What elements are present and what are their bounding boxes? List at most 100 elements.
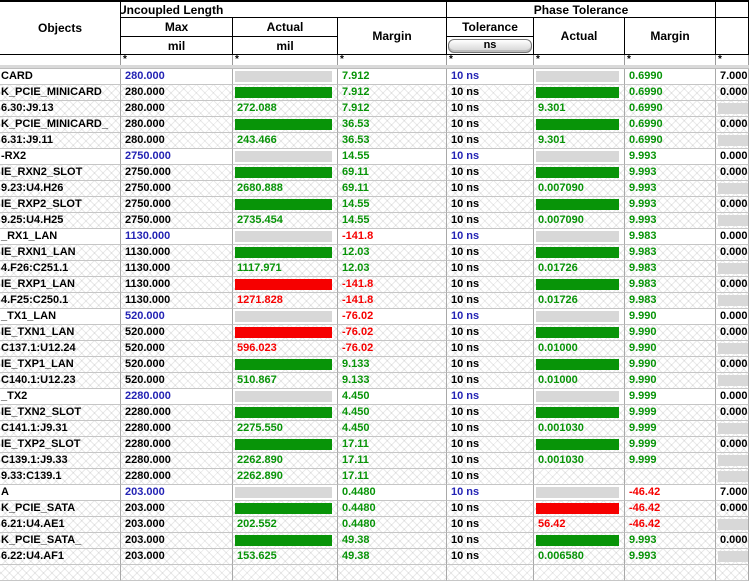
objects-filter-cell[interactable] xyxy=(0,55,121,65)
max-cell[interactable]: 1130.000 xyxy=(121,229,233,245)
tolerance-cell[interactable]: 10 ns xyxy=(447,133,534,149)
objects-cell[interactable]: IE_RXP1_LAN xyxy=(0,277,121,293)
max-cell[interactable]: 2280.000 xyxy=(121,453,233,469)
max-cell[interactable]: 1130.000 xyxy=(121,245,233,261)
objects-cell[interactable]: C140.1:U12.23 xyxy=(0,373,121,389)
tolerance-cell[interactable]: 10 ns xyxy=(447,181,534,197)
tolerance-cell[interactable]: 10 ns xyxy=(447,309,534,325)
phase-margin-filter-cell[interactable]: * xyxy=(625,55,716,65)
margin-filter-cell[interactable]: * xyxy=(338,55,447,65)
tolerance-cell[interactable]: 10 ns xyxy=(447,373,534,389)
max-cell[interactable]: 2750.000 xyxy=(121,213,233,229)
tolerance-cell[interactable]: 10 ns xyxy=(447,453,534,469)
max-cell[interactable]: 280.000 xyxy=(121,69,233,85)
objects-cell[interactable]: 9.23:U4.H26 xyxy=(0,181,121,197)
tolerance-cell[interactable]: 10 ns xyxy=(447,325,534,341)
tolerance-cell[interactable]: 10 ns xyxy=(447,117,534,133)
max-cell[interactable]: 203.000 xyxy=(121,517,233,533)
phase-actual-filter-cell[interactable]: * xyxy=(534,55,625,65)
tolerance-cell[interactable]: 10 ns xyxy=(447,341,534,357)
tolerance-cell[interactable]: 10 ns xyxy=(447,485,534,501)
objects-cell[interactable]: 6.21:U4.AE1 xyxy=(0,517,121,533)
objects-cell[interactable]: IE_TXP1_LAN xyxy=(0,357,121,373)
tolerance-cell[interactable]: 10 ns xyxy=(447,293,534,309)
objects-cell[interactable]: _TX1_LAN xyxy=(0,309,121,325)
tolerance-cell[interactable]: 10 ns xyxy=(447,149,534,165)
max-cell[interactable]: 520.000 xyxy=(121,373,233,389)
objects-cell[interactable]: IE_RXN1_LAN xyxy=(0,245,121,261)
tolerance-cell[interactable]: 10 ns xyxy=(447,437,534,453)
max-cell[interactable]: 280.000 xyxy=(121,101,233,117)
objects-cell[interactable]: K_PCIE_SATA xyxy=(0,501,121,517)
max-cell[interactable]: 2280.000 xyxy=(121,469,233,485)
max-cell[interactable]: 520.000 xyxy=(121,341,233,357)
max-cell[interactable]: 2750.000 xyxy=(121,149,233,165)
tolerance-cell[interactable]: 10 ns xyxy=(447,69,534,85)
objects-cell[interactable]: CARD xyxy=(0,69,121,85)
objects-cell[interactable]: 4.F25:C250.1 xyxy=(0,293,121,309)
max-cell[interactable]: 1130.000 xyxy=(121,277,233,293)
tolerance-cell[interactable]: 10 ns xyxy=(447,197,534,213)
max-cell[interactable]: 280.000 xyxy=(121,117,233,133)
objects-cell[interactable]: _TX2 xyxy=(0,389,121,405)
objects-cell[interactable]: IE_TXP2_SLOT xyxy=(0,437,121,453)
objects-cell[interactable]: 4.F26:C251.1 xyxy=(0,261,121,277)
max-cell[interactable]: 2280.000 xyxy=(121,421,233,437)
tolerance-cell[interactable]: 10 ns xyxy=(447,261,534,277)
objects-cell[interactable]: 9.33:C139.1 xyxy=(0,469,121,485)
objects-cell[interactable]: _RX1_LAN xyxy=(0,229,121,245)
objects-cell[interactable]: C137.1:U12.24 xyxy=(0,341,121,357)
objects-cell[interactable]: 9.25:U4.H25 xyxy=(0,213,121,229)
clipped-filter-cell[interactable]: * xyxy=(716,55,749,65)
objects-cell[interactable]: 6.22:U4.AF1 xyxy=(0,549,121,565)
objects-cell[interactable]: K_PCIE_SATA_ xyxy=(0,533,121,549)
max-cell[interactable]: 2280.000 xyxy=(121,405,233,421)
objects-cell[interactable]: IE_TXN1_LAN xyxy=(0,325,121,341)
max-cell[interactable]: 2750.000 xyxy=(121,165,233,181)
objects-cell[interactable]: K_PCIE_MINICARD_ xyxy=(0,117,121,133)
max-cell[interactable]: 203.000 xyxy=(121,549,233,565)
max-cell[interactable]: 520.000 xyxy=(121,357,233,373)
tolerance-cell[interactable]: 10 ns xyxy=(447,421,534,437)
objects-cell[interactable]: IE_RXP2_SLOT xyxy=(0,197,121,213)
max-cell[interactable]: 520.000 xyxy=(121,325,233,341)
max-cell[interactable]: 1130.000 xyxy=(121,293,233,309)
tolerance-cell[interactable]: 10 ns xyxy=(447,533,534,549)
max-cell[interactable]: 203.000 xyxy=(121,501,233,517)
objects-cell[interactable]: 6.30:J9.13 xyxy=(0,101,121,117)
objects-cell[interactable]: -RX2 xyxy=(0,149,121,165)
max-cell[interactable]: 520.000 xyxy=(121,309,233,325)
tolerance-cell[interactable]: 10 ns xyxy=(447,213,534,229)
max-cell[interactable]: 280.000 xyxy=(121,85,233,101)
objects-cell[interactable]: A xyxy=(0,485,121,501)
objects-cell[interactable]: 6.31:J9.11 xyxy=(0,133,121,149)
tolerance-cell[interactable]: 10 ns xyxy=(447,549,534,565)
max-cell[interactable]: 1130.000 xyxy=(121,261,233,277)
actual-filter-cell[interactable]: * xyxy=(233,55,338,65)
objects-cell[interactable]: C139.1:J9.33 xyxy=(0,453,121,469)
ns-unit-button[interactable]: ns xyxy=(448,38,532,53)
max-cell[interactable]: 2750.000 xyxy=(121,197,233,213)
tolerance-cell[interactable]: 10 ns xyxy=(447,85,534,101)
tolerance-cell[interactable]: 10 ns xyxy=(447,165,534,181)
tolerance-cell[interactable]: 10 ns xyxy=(447,389,534,405)
tolerance-cell[interactable]: 10 ns xyxy=(447,357,534,373)
objects-cell[interactable]: C141.1:J9.31 xyxy=(0,421,121,437)
tolerance-cell[interactable]: 10 ns xyxy=(447,405,534,421)
tolerance-cell[interactable]: 10 ns xyxy=(447,101,534,117)
max-filter-cell[interactable]: * xyxy=(121,55,233,65)
tolerance-cell[interactable]: 10 ns xyxy=(447,277,534,293)
tolerance-cell[interactable]: 10 ns xyxy=(447,501,534,517)
tolerance-cell[interactable]: 10 ns xyxy=(447,469,534,485)
max-cell[interactable]: 2280.000 xyxy=(121,437,233,453)
tolerance-cell[interactable]: 10 ns xyxy=(447,229,534,245)
max-cell[interactable]: 280.000 xyxy=(121,133,233,149)
tolerance-cell[interactable]: 10 ns xyxy=(447,245,534,261)
max-cell[interactable]: 203.000 xyxy=(121,485,233,501)
objects-cell[interactable]: IE_RXN2_SLOT xyxy=(0,165,121,181)
max-cell[interactable]: 203.000 xyxy=(121,533,233,549)
max-cell[interactable]: 2280.000 xyxy=(121,389,233,405)
objects-cell[interactable]: IE_TXN2_SLOT xyxy=(0,405,121,421)
tolerance-filter-cell[interactable]: * xyxy=(447,55,534,65)
max-cell[interactable]: 2750.000 xyxy=(121,181,233,197)
